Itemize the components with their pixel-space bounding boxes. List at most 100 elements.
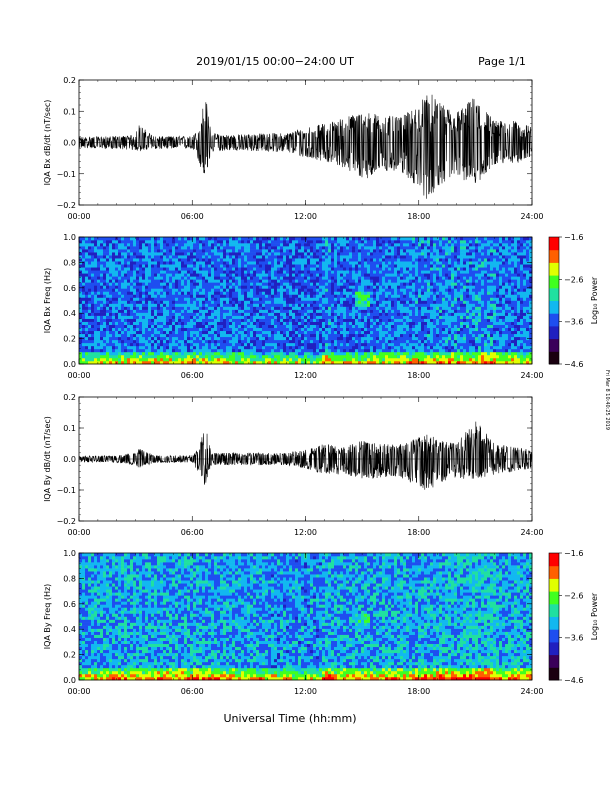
spectrogram-cell bbox=[199, 321, 203, 325]
spectrogram-cell bbox=[274, 273, 278, 277]
spectrogram-cell bbox=[238, 291, 242, 295]
spectrogram-cell bbox=[403, 348, 407, 353]
spectrogram-cell bbox=[184, 315, 188, 319]
spectrogram-cell bbox=[220, 342, 224, 347]
spectrogram-cell bbox=[400, 333, 404, 338]
spectrogram-cell bbox=[133, 294, 137, 298]
spectrogram-cell bbox=[220, 264, 224, 268]
spectrogram-cell bbox=[349, 312, 353, 316]
spectrogram-cell bbox=[223, 324, 227, 329]
spectrogram-cell bbox=[223, 240, 227, 244]
spectrogram-cell bbox=[316, 255, 320, 259]
spectrogram-cell bbox=[124, 243, 128, 247]
spectrogram-cell bbox=[199, 360, 203, 365]
spectrogram-cell bbox=[280, 297, 284, 301]
spectrogram-cell bbox=[379, 336, 383, 341]
spectrogram-cell bbox=[148, 258, 152, 262]
spectrogram-cell bbox=[160, 297, 164, 301]
spectrogram-cell bbox=[334, 240, 338, 244]
spectrogram-cell bbox=[160, 360, 164, 365]
spectrogram-cell bbox=[421, 237, 425, 241]
spectrogram-cell bbox=[283, 243, 287, 247]
spectrogram-cell bbox=[424, 333, 428, 338]
spectrogram-cell bbox=[205, 288, 209, 292]
spectrogram-cell bbox=[154, 267, 158, 271]
spectrogram-cell bbox=[97, 273, 101, 277]
spectrogram-cell bbox=[244, 339, 248, 344]
spectrogram-cell bbox=[376, 276, 380, 280]
spectrogram-cell bbox=[304, 327, 308, 332]
spectrogram-cell bbox=[220, 348, 224, 353]
spectrogram-cell bbox=[82, 282, 86, 286]
spectrogram-cell bbox=[151, 324, 155, 329]
spectrogram-cell bbox=[316, 270, 320, 274]
spectrogram-cell bbox=[301, 312, 305, 316]
spectrogram-cell bbox=[151, 252, 155, 256]
spectrogram-cell bbox=[307, 348, 311, 353]
spectrogram-cell bbox=[136, 306, 140, 310]
spectrogram-cell bbox=[208, 273, 212, 277]
spectrogram-cell bbox=[190, 351, 194, 356]
spectrogram-cell bbox=[331, 285, 335, 289]
spectrogram-cell bbox=[271, 282, 275, 286]
spectrogram-cell bbox=[253, 330, 257, 335]
spectrogram-cell bbox=[88, 252, 92, 256]
spectrogram-cell bbox=[229, 264, 233, 268]
spectrogram-cell bbox=[331, 252, 335, 256]
spectrogram-cell bbox=[148, 252, 152, 256]
spectrogram-cell bbox=[103, 255, 107, 259]
spectrogram-cell bbox=[259, 252, 263, 256]
spectrogram-cell bbox=[322, 309, 326, 313]
spectrogram-cell bbox=[85, 336, 89, 341]
spectrogram-cell bbox=[283, 306, 287, 310]
spectrogram-cell bbox=[412, 270, 416, 274]
spectrogram-cell bbox=[94, 255, 98, 259]
spectrogram-cell bbox=[397, 261, 401, 265]
spectrogram-cell bbox=[280, 336, 284, 341]
spectrogram-cell bbox=[331, 309, 335, 313]
spectrogram-cell bbox=[319, 336, 323, 341]
spectrogram-cell bbox=[316, 309, 320, 313]
spectrogram-cell bbox=[181, 354, 185, 359]
spectrogram-cell bbox=[181, 270, 185, 274]
spectrogram-cell bbox=[358, 255, 362, 259]
spectrogram-cell bbox=[211, 336, 215, 341]
spectrogram-cell bbox=[175, 303, 179, 307]
spectrogram-cell bbox=[388, 273, 392, 277]
spectrogram-cell bbox=[217, 240, 221, 244]
spectrogram-cell bbox=[286, 237, 290, 241]
spectrogram-cell bbox=[121, 345, 125, 350]
spectrogram-cell bbox=[403, 291, 407, 295]
spectrogram-cell bbox=[409, 258, 413, 262]
spectrogram-cell bbox=[322, 333, 326, 338]
spectrogram-cell bbox=[322, 324, 326, 329]
spectrogram-cell bbox=[325, 351, 329, 356]
spectrogram-cell bbox=[166, 276, 170, 280]
spectrogram-cell bbox=[364, 237, 368, 241]
spectrogram-cell bbox=[313, 249, 317, 253]
spectrogram-cell bbox=[256, 243, 260, 247]
spectrogram-cell bbox=[358, 252, 362, 256]
spectrogram-cell bbox=[223, 339, 227, 344]
spectrogram-cell bbox=[361, 315, 365, 319]
spectrogram-cell bbox=[190, 282, 194, 286]
spectrogram-cell bbox=[364, 303, 368, 307]
spectrogram-cell bbox=[388, 357, 392, 362]
spectrogram-cell bbox=[241, 243, 245, 247]
spectrogram-cell bbox=[364, 300, 368, 304]
spectrogram-cell bbox=[340, 342, 344, 347]
spectrogram-cell bbox=[277, 273, 281, 277]
spectrogram-cell bbox=[112, 351, 116, 356]
spectrogram-cell bbox=[244, 267, 248, 271]
spectrogram-cell bbox=[109, 348, 113, 353]
spectrogram-cell bbox=[406, 261, 410, 265]
spectrogram-cell bbox=[385, 291, 389, 295]
spectrogram-cell bbox=[112, 312, 116, 316]
spectrogram-cell bbox=[118, 291, 122, 295]
spectrogram-cell bbox=[262, 273, 266, 277]
spectrogram-cell bbox=[259, 285, 263, 289]
spectrogram-cell bbox=[181, 306, 185, 310]
spectrogram-cell bbox=[391, 348, 395, 353]
spectrogram-cell bbox=[394, 306, 398, 310]
spectrogram-cell bbox=[115, 288, 119, 292]
